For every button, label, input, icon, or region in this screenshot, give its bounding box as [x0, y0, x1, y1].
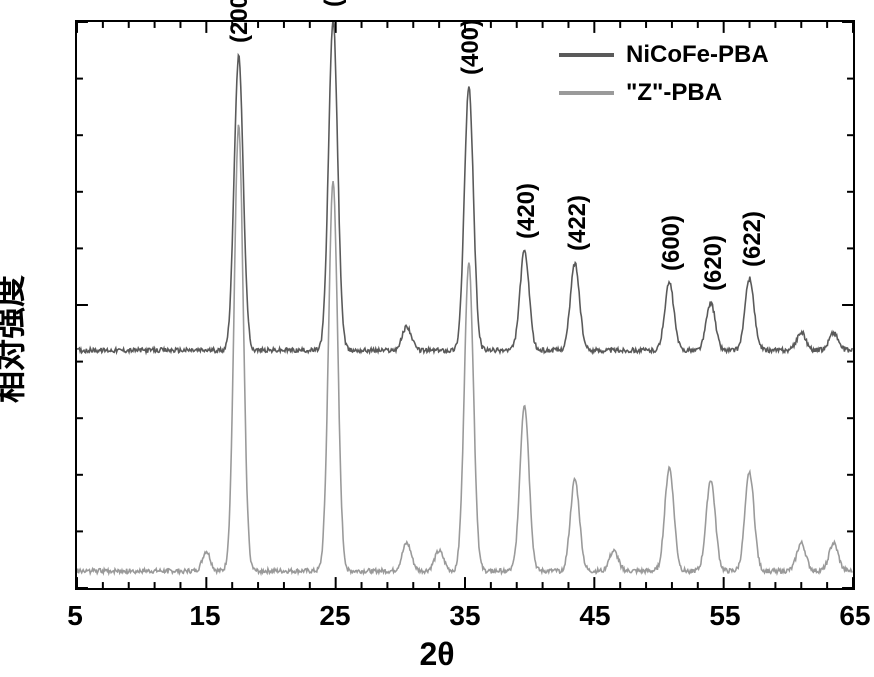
y-axis-label: 相对强度 [0, 274, 31, 402]
legend: NiCoFe-PBA "Z"-PBA [553, 32, 828, 116]
x-tick-label: 55 [709, 600, 740, 632]
peak-label: (600) [658, 215, 686, 271]
legend-label: NiCoFe-PBA [626, 41, 769, 69]
x-tick-label: 25 [319, 600, 350, 632]
x-tick-label: 15 [189, 600, 220, 632]
peak-label: (622) [739, 211, 767, 267]
legend-entry: "Z"-PBA [559, 74, 822, 112]
x-axis-ticks: 5152535455565 [75, 592, 855, 632]
legend-line [559, 91, 614, 95]
legend-label: "Z"-PBA [626, 79, 722, 107]
peak-label: (220) [320, 0, 348, 7]
peak-label: (420) [513, 183, 541, 239]
x-tick-label: 65 [839, 600, 870, 632]
x-tick-label: 35 [449, 600, 480, 632]
x-tick-label: 45 [579, 600, 610, 632]
peak-label: (620) [700, 235, 728, 291]
x-axis-label: 2θ [419, 636, 454, 673]
xrd-chart: 相对强度 NiCoFe-PBA "Z"-PBA (200) (220) (400) (… [0, 0, 874, 677]
legend-entry: NiCoFe-PBA [559, 36, 822, 74]
legend-line [559, 53, 614, 57]
plot-area: NiCoFe-PBA "Z"-PBA (200)(220)(400)(420)(… [75, 20, 855, 590]
x-tick-label: 5 [67, 600, 83, 632]
peak-label: (400) [457, 19, 485, 75]
peak-label: (200) [226, 0, 254, 43]
peak-label: (422) [564, 195, 592, 251]
